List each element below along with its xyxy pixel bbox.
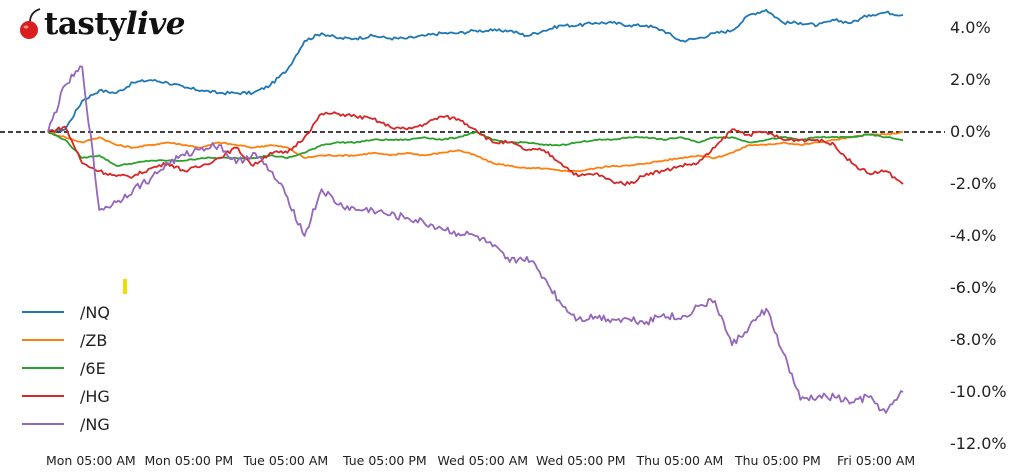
y-tick-label: -6.0% [950, 278, 997, 297]
brand-name: tastylive [44, 6, 186, 42]
x-tick-label: Thu 05:00 AM [636, 453, 724, 468]
legend-label: /6E [80, 358, 106, 378]
brand-name-italic: live [125, 6, 186, 42]
x-tick-label: Fri 05:00 AM [837, 453, 916, 468]
legend-item: /NG [22, 410, 110, 438]
legend-label: /HG [80, 386, 110, 406]
y-tick-label: 2.0% [950, 70, 991, 89]
chart-legend: /NQ/ZB/6E/HG/NG [22, 298, 110, 438]
x-tick-label: Thu 05:00 PM [735, 453, 821, 468]
x-tick-label: Mon 05:00 AM [46, 453, 136, 468]
y-tick-label: -2.0% [950, 174, 997, 193]
x-tick-label: Wed 05:00 AM [437, 453, 529, 468]
legend-swatch [22, 311, 64, 313]
y-tick-label: 4.0% [950, 18, 991, 37]
legend-swatch [22, 339, 64, 341]
series-line-zb [47, 131, 903, 173]
x-tick-label: Wed 05:00 PM [536, 453, 626, 468]
x-tick-label: Tue 05:00 AM [243, 453, 329, 468]
series-line-hg [47, 111, 904, 187]
legend-swatch [22, 395, 64, 397]
series-line-6e [47, 131, 904, 167]
brand-logo: tastylive [16, 6, 186, 42]
series-line-ng [47, 65, 904, 414]
y-tick-label: 0.0% [950, 122, 991, 141]
y-tick-label: -4.0% [950, 226, 997, 245]
legend-item: /NQ [22, 298, 110, 326]
x-tick-label: Tue 05:00 PM [343, 453, 427, 468]
y-tick-label: -12.0% [950, 434, 1007, 453]
brand-name-plain: tasty [44, 6, 126, 42]
legend-label: /NQ [80, 302, 110, 322]
legend-swatch [22, 423, 64, 425]
highlight-marker [123, 279, 127, 294]
legend-label: /NG [80, 414, 110, 434]
legend-label: /ZB [80, 330, 108, 350]
cherry-icon [20, 8, 41, 39]
legend-swatch [22, 367, 64, 369]
series-line-nq [47, 8, 904, 134]
legend-item: /HG [22, 382, 110, 410]
y-tick-label: -10.0% [950, 382, 1007, 401]
legend-item: /ZB [22, 326, 110, 354]
legend-item: /6E [22, 354, 110, 382]
x-tick-label: Mon 05:00 PM [144, 453, 234, 468]
y-tick-label: -8.0% [950, 330, 997, 349]
